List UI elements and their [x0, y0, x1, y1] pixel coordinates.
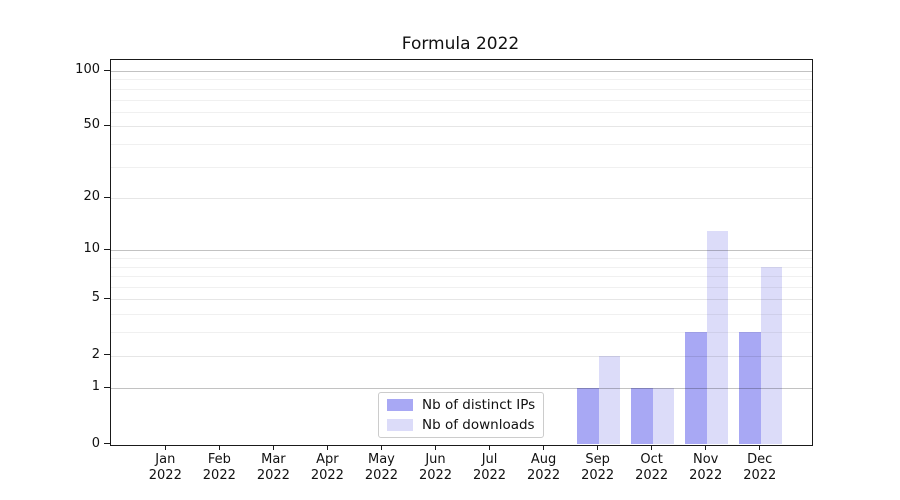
gridline-y-90 — [111, 79, 812, 81]
x-tick-label-apr: Apr 2022 — [310, 452, 344, 483]
bar-sep-downloads — [598, 355, 620, 445]
y-tick-1 — [104, 386, 110, 388]
x-tick-jun — [435, 444, 436, 450]
plot-area: Nb of distinct IPs Nb of downloads — [110, 59, 813, 446]
x-tick-sep — [597, 444, 599, 450]
gridline-y-9 — [111, 258, 812, 260]
x-tick-label-jan: Jan 2022 — [148, 452, 182, 483]
y-tick-20 — [104, 196, 110, 198]
x-tick-label-feb: Feb 2022 — [202, 452, 236, 483]
x-tick-jan — [164, 444, 166, 450]
x-tick-jul — [489, 444, 491, 450]
x-tick-mar — [272, 444, 274, 450]
x-tick-label-jul: Jul 2022 — [472, 452, 507, 483]
chart-title: Formula 2022 — [401, 34, 520, 54]
x-tick-label-sep: Sep 2022 — [581, 452, 615, 483]
x-tick-label-oct: Oct 2022 — [635, 452, 669, 483]
gridline-y-1 — [111, 388, 812, 390]
bar-oct-distinct-ips — [631, 388, 653, 445]
x-tick-label-jun: Jun 2022 — [418, 452, 453, 483]
y-tick-label-1: 1 — [91, 379, 100, 395]
legend-item-downloads: Nb of downloads — [387, 417, 535, 433]
x-tick-label-dec: Dec 2022 — [743, 452, 777, 483]
gridline-y-100 — [111, 71, 812, 72]
x-tick-label-aug: Aug 2022 — [527, 452, 561, 483]
x-tick-feb — [218, 444, 220, 450]
gridline-y-2 — [111, 355, 812, 357]
bar-nov-downloads — [706, 230, 729, 445]
gridline-y-5 — [111, 299, 812, 301]
y-tick-label-2: 2 — [91, 346, 100, 362]
y-tick-label-0: 0 — [91, 435, 100, 451]
legend: Nb of distinct IPs Nb of downloads — [378, 392, 544, 438]
gridline-y-70 — [111, 99, 812, 101]
x-tick-label-may: May 2022 — [364, 452, 398, 483]
x-tick-nov — [705, 444, 707, 450]
x-tick-label-mar: Mar 2022 — [256, 452, 290, 483]
y-tick-50 — [104, 124, 110, 126]
y-tick-5 — [104, 297, 110, 299]
gridline-y-50 — [111, 126, 812, 128]
legend-label-distinct-ips: Nb of distinct IPs — [422, 397, 536, 413]
gridline-y-8 — [111, 266, 812, 268]
x-tick-oct — [651, 444, 653, 450]
x-tick-apr — [326, 444, 328, 450]
legend-swatch-distinct-ips — [387, 399, 413, 411]
y-tick-2 — [104, 354, 110, 356]
legend-label-downloads: Nb of downloads — [422, 417, 535, 433]
y-tick-label-10: 10 — [83, 241, 100, 257]
gridline-y-7 — [111, 276, 812, 278]
gridline-y-40 — [111, 143, 812, 145]
gridline-y-4 — [111, 314, 812, 316]
gridline-y-3 — [111, 332, 812, 334]
y-tick-label-50: 50 — [83, 117, 100, 133]
y-tick-label-5: 5 — [91, 290, 100, 306]
bar-oct-downloads — [652, 388, 675, 445]
y-tick-label-20: 20 — [83, 189, 100, 205]
gridline-y-20 — [111, 198, 812, 200]
y-tick-100 — [104, 69, 110, 71]
x-tick-dec — [759, 444, 761, 450]
gridline-y-6 — [111, 287, 812, 289]
gridline-y-30 — [111, 166, 812, 168]
y-tick-label-100: 100 — [75, 62, 100, 77]
y-tick-10 — [104, 248, 110, 250]
x-tick-aug — [543, 444, 545, 450]
bar-sep-distinct-ips — [577, 388, 599, 445]
gridline-y-60 — [111, 111, 812, 113]
legend-item-distinct-ips: Nb of distinct IPs — [387, 397, 535, 413]
x-tick-may — [380, 444, 382, 450]
gridline-y-80 — [111, 88, 812, 90]
y-tick-0 — [104, 443, 110, 444]
x-tick-label-nov: Nov 2022 — [689, 452, 723, 483]
gridline-y-10 — [111, 250, 812, 252]
legend-swatch-downloads — [387, 419, 413, 431]
